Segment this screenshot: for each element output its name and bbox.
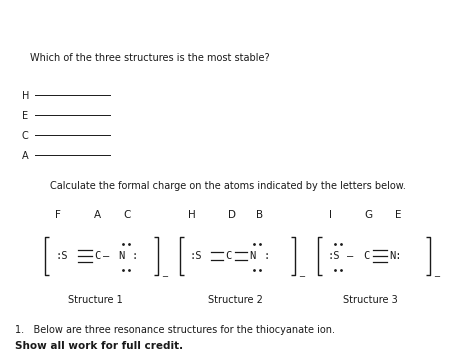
- Text: −: −: [433, 272, 440, 281]
- Text: Structure 2: Structure 2: [208, 295, 263, 305]
- Text: Which of the three structures is the most stable?: Which of the three structures is the mos…: [30, 53, 270, 63]
- Text: −: −: [161, 272, 168, 281]
- Text: C: C: [363, 251, 369, 261]
- Text: G: G: [364, 210, 372, 220]
- Text: Calculate the formal charge on the atoms indicated by the letters below.: Calculate the formal charge on the atoms…: [50, 181, 406, 191]
- Text: :: :: [131, 251, 137, 261]
- Text: :S: :S: [190, 251, 202, 261]
- Text: Show all work for full credit.: Show all work for full credit.: [15, 341, 183, 351]
- Text: C: C: [94, 251, 100, 261]
- Text: —: —: [103, 251, 109, 261]
- Text: Structure 1: Structure 1: [68, 295, 122, 305]
- Text: N: N: [118, 251, 124, 261]
- Text: :: :: [263, 251, 269, 261]
- Text: 1.   Below are three resonance structures for the thiocyanate ion.: 1. Below are three resonance structures …: [15, 325, 335, 335]
- Text: :S: :S: [328, 251, 340, 261]
- Text: C: C: [22, 131, 29, 141]
- Text: N: N: [249, 251, 255, 261]
- Text: E: E: [395, 210, 401, 220]
- Text: C: C: [225, 251, 231, 261]
- Text: E: E: [22, 111, 28, 121]
- Text: F: F: [55, 210, 61, 220]
- Text: I: I: [328, 210, 331, 220]
- Text: −: −: [298, 272, 305, 281]
- Text: D: D: [228, 210, 236, 220]
- Text: C: C: [123, 210, 131, 220]
- Text: H: H: [188, 210, 196, 220]
- Text: A: A: [93, 210, 100, 220]
- Text: A: A: [22, 151, 28, 161]
- Text: Structure 3: Structure 3: [343, 295, 397, 305]
- Text: N:: N:: [389, 251, 401, 261]
- Text: :S: :S: [55, 251, 67, 261]
- Text: —: —: [347, 251, 353, 261]
- Text: H: H: [22, 91, 29, 101]
- Text: B: B: [256, 210, 264, 220]
